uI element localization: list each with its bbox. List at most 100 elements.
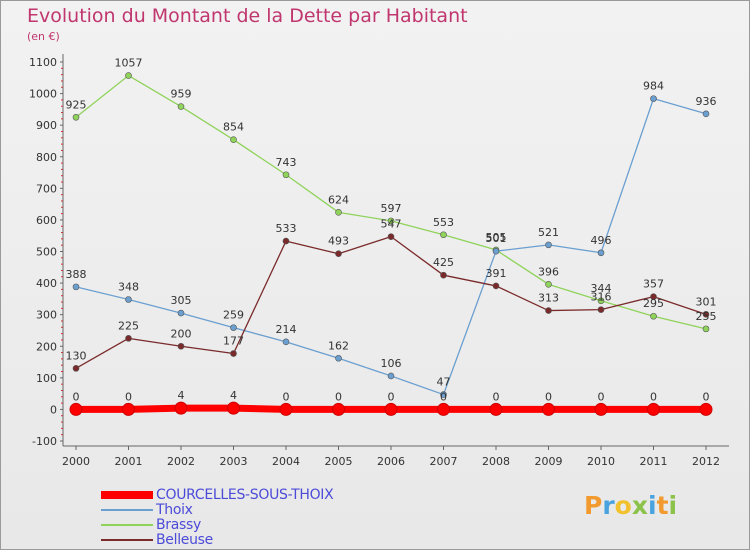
x-tick-label: 2005 — [325, 455, 353, 468]
data-point — [384, 402, 398, 416]
logo-letter: o — [614, 491, 632, 520]
data-label: 295 — [643, 297, 664, 310]
x-tick-label: 2001 — [115, 455, 143, 468]
data-label: 0 — [545, 390, 552, 403]
data-label: 854 — [223, 121, 244, 134]
data-point — [647, 402, 660, 416]
data-point — [440, 391, 447, 398]
data-point — [437, 402, 450, 416]
data-label: 1057 — [115, 57, 143, 70]
data-point — [702, 311, 710, 318]
logo-letter: i — [668, 491, 678, 520]
x-tick-label: 2009 — [535, 455, 563, 468]
x-tick-label: 2007 — [430, 455, 458, 468]
data-point — [125, 296, 132, 303]
data-point — [125, 335, 132, 342]
data-point — [650, 312, 657, 320]
data-point — [230, 350, 237, 357]
data-point — [332, 402, 345, 416]
data-point — [230, 324, 237, 331]
data-label: 301 — [696, 295, 717, 308]
y-tick-label: 300 — [36, 309, 57, 322]
data-label: 496 — [591, 234, 612, 247]
data-label: 0 — [650, 390, 657, 403]
data-label: 130 — [66, 349, 87, 362]
data-point — [69, 402, 83, 416]
legend-label-brassy: Brassy — [156, 517, 202, 533]
legend-label-thoix: Thoix — [156, 502, 193, 518]
data-point — [72, 113, 80, 121]
data-point — [335, 209, 342, 216]
legend-label-belleuse: Belleuse — [156, 532, 213, 548]
data-label: 106 — [381, 357, 402, 370]
data-label: 0 — [493, 390, 500, 403]
data-label: 505 — [486, 231, 507, 244]
x-tick-label: 2003 — [220, 455, 248, 468]
data-label: 316 — [591, 291, 612, 304]
data-label: 391 — [486, 267, 507, 280]
data-point — [702, 325, 710, 333]
data-label: 4 — [230, 389, 237, 402]
data-label: 214 — [276, 323, 297, 336]
data-label: 313 — [538, 292, 559, 305]
data-label: 344 — [591, 282, 612, 295]
data-label: 0 — [125, 390, 132, 403]
data-point — [702, 110, 710, 118]
data-label: 305 — [171, 294, 192, 307]
data-point — [227, 401, 240, 415]
logo-letter: t — [656, 491, 669, 520]
data-point — [492, 247, 500, 255]
data-point — [335, 354, 342, 362]
data-point — [542, 402, 555, 416]
data-label: 425 — [433, 256, 454, 269]
data-point — [650, 95, 657, 102]
data-point — [230, 136, 237, 143]
data-point — [177, 342, 185, 350]
data-point — [177, 103, 185, 110]
data-label: 388 — [66, 268, 87, 281]
data-label: 547 — [381, 218, 402, 231]
legend-swatch-thoix — [101, 509, 153, 511]
y-tick-label: 200 — [36, 340, 57, 353]
data-point — [282, 338, 290, 346]
data-point — [699, 402, 713, 416]
legend-label-courcelles: COURCELLES-SOUS-THOIX — [156, 487, 334, 503]
data-label: 255 — [696, 310, 717, 323]
data-label: 501 — [486, 232, 507, 245]
y-tick-label: 500 — [36, 246, 57, 259]
x-tick-label: 2010 — [587, 455, 615, 468]
data-point — [387, 233, 395, 240]
x-tick-label: 2000 — [62, 455, 90, 468]
data-label: 936 — [696, 95, 717, 108]
unit-label: (en €) — [27, 30, 60, 43]
data-label: 743 — [276, 156, 297, 169]
data-point — [387, 217, 395, 225]
data-point — [545, 241, 552, 249]
y-tick-label: 900 — [36, 119, 57, 132]
data-point — [387, 372, 395, 380]
data-label: 553 — [433, 216, 454, 229]
data-label: 200 — [171, 327, 192, 340]
data-label: 597 — [381, 202, 402, 215]
data-label: 0 — [703, 390, 710, 403]
x-tick-label: 2006 — [377, 455, 405, 468]
data-label: 177 — [223, 335, 244, 348]
data-point — [72, 283, 80, 291]
data-label: 396 — [538, 265, 559, 278]
data-point — [440, 271, 447, 279]
data-point — [174, 401, 188, 415]
data-point — [125, 72, 132, 79]
data-point — [597, 249, 605, 257]
legend-swatch-brassy — [101, 524, 153, 526]
data-point — [440, 231, 447, 239]
data-point — [597, 306, 605, 313]
data-point — [545, 307, 552, 314]
data-label: 0 — [73, 390, 80, 403]
data-label: 47 — [437, 376, 451, 389]
data-point — [492, 282, 500, 290]
data-label: 0 — [598, 390, 605, 403]
x-tick-label: 2002 — [167, 455, 195, 468]
data-label: 0 — [388, 390, 395, 403]
data-point — [335, 250, 342, 258]
